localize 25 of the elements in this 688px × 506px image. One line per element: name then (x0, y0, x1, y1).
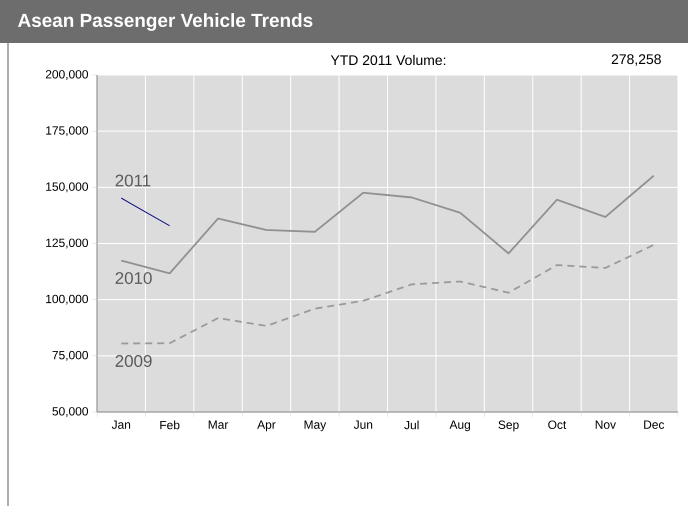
y-tick-label: 175,000 (46, 126, 88, 136)
series-label: 2009 (116, 354, 152, 367)
chart-title: Asean Passenger Vehicle Trends (18, 13, 312, 31)
y-tick-label: 100,000 (46, 294, 88, 305)
x-tick-label: Nov (596, 420, 616, 429)
series-label: 2011 (116, 174, 150, 187)
y-tick-label: 75,000 (52, 350, 88, 361)
x-tick-label: Mar (208, 420, 228, 429)
x-tick-label: Dec (644, 420, 664, 429)
y-tick-label: 200,000 (46, 70, 88, 80)
text: YTD 2011 Volume: (330, 54, 446, 66)
x-tick-label: Jul (404, 420, 419, 430)
x-tick-label: May (304, 420, 326, 432)
x-tick-label: Feb (160, 420, 180, 430)
x-tick-label: Apr (257, 420, 276, 432)
y-tick-label: 125,000 (46, 238, 88, 248)
x-tick-label: Sep (498, 420, 519, 432)
text: 278,258 (612, 54, 661, 66)
x-tick-label: Aug (450, 420, 470, 432)
x-tick-label: Oct (548, 420, 566, 429)
series-label: 2010 (116, 272, 152, 284)
x-tick-label: Jun (354, 420, 372, 429)
y-tick-label: 50,000 (52, 407, 88, 417)
y-tick-label: 150,000 (46, 182, 88, 192)
x-tick-label: Jan (112, 420, 130, 429)
